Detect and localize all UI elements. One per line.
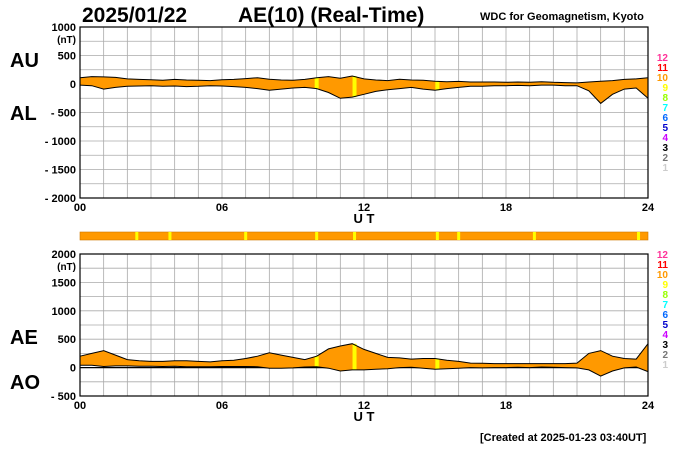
- top-y-unit: (nT): [57, 35, 76, 46]
- top-station-legend-item: 4: [662, 133, 668, 144]
- station-status-mark: [435, 232, 439, 240]
- top-station-legend-item: 9: [662, 83, 668, 94]
- bottom-xtick-label: 06: [216, 400, 228, 412]
- top-series-au-line: [79, 75, 649, 84]
- bottom-station-legend-item: 12: [657, 250, 669, 261]
- bottom-plot-frame: [79, 253, 649, 397]
- top-station-legend-item: 2: [662, 153, 668, 164]
- station-status-mark: [353, 232, 357, 240]
- bottom-band-highlight: [314, 356, 319, 367]
- top-station-legend-item: 5: [662, 123, 668, 134]
- bottom-series-ao-line: [80, 364, 649, 377]
- top-xtick-label: 06: [216, 202, 228, 214]
- bottom-station-legend-item: 6: [662, 310, 668, 321]
- panel-label-au: AU: [10, 50, 39, 72]
- bottom-station-legend-item: 3: [662, 340, 668, 351]
- chart-date: 2025/01/22: [82, 4, 188, 27]
- bottom-xtick-label: 00: [74, 400, 86, 412]
- top-band-highlight: [314, 77, 319, 89]
- top-band-fill: [80, 76, 648, 104]
- top-ytick-label: - 1000: [45, 136, 76, 148]
- chart-title: AE(10) (Real-Time): [238, 4, 425, 27]
- bottom-xtick-label: 24: [642, 400, 655, 412]
- top-xtick-label: 24: [642, 202, 655, 214]
- bottom-station-legend-item: 11: [657, 260, 668, 271]
- bottom-ytick-label: 1000: [52, 306, 76, 318]
- top-station-legend-item: 7: [662, 103, 668, 114]
- top-station-legend-item: 1: [662, 163, 668, 174]
- bottom-ytick-label: - 500: [51, 391, 76, 403]
- top-xtick-label: 00: [74, 202, 86, 214]
- top-band-highlight: [435, 81, 440, 91]
- top-station-legend-item: 12: [657, 53, 669, 64]
- bottom-station-legend-item: 1: [662, 360, 668, 371]
- top-xtick-label: 18: [500, 202, 512, 214]
- top-station-legend-item: 6: [662, 113, 668, 124]
- bottom-station-legend-item: 4: [662, 330, 668, 341]
- bottom-series-ae-line: [79, 343, 649, 365]
- station-status-mark: [315, 232, 319, 240]
- bottom-band-highlight: [435, 358, 440, 370]
- bottom-ytick-label: 0: [70, 363, 76, 375]
- bottom-station-legend-item: 7: [662, 300, 668, 311]
- station-status-mark: [532, 232, 536, 240]
- bottom-band-highlight: [352, 343, 357, 370]
- top-station-legend-item: 11: [657, 63, 668, 74]
- top-ytick-label: 500: [58, 51, 76, 63]
- panel-label-ae: AE: [10, 327, 38, 349]
- bottom-station-legend-item: 10: [657, 270, 669, 281]
- station-status-mark: [168, 232, 172, 240]
- station-status-mark: [244, 232, 248, 240]
- bottom-station-legend-item: 8: [662, 290, 668, 301]
- panel-label-ao: AO: [10, 372, 40, 394]
- bottom-station-legend-item: 9: [662, 280, 668, 291]
- top-ytick-label: 1000: [52, 22, 76, 34]
- bottom-xtick-label: 18: [500, 400, 512, 412]
- bottom-y-unit: (nT): [57, 262, 76, 273]
- bottom-station-legend-item: 2: [662, 350, 668, 361]
- top-plot-frame: [79, 26, 649, 199]
- station-status-bar: [79, 231, 649, 241]
- top-station-legend-item: 8: [662, 93, 668, 104]
- top-ytick-label: - 500: [51, 108, 76, 120]
- bottom-ytick-label: 1500: [52, 277, 76, 289]
- bottom-band-fill: [80, 343, 648, 377]
- top-series-al-line: [79, 84, 649, 105]
- station-status-mark: [637, 232, 641, 240]
- bottom-station-legend-item: 5: [662, 320, 668, 331]
- bottom-x-axis-label: U T: [354, 409, 375, 424]
- top-ytick-label: 0: [70, 79, 76, 91]
- data-source: WDC for Geomagnetism, Kyoto: [480, 11, 644, 23]
- top-station-legend-item: 3: [662, 143, 668, 154]
- bottom-ytick-label: 2000: [52, 249, 76, 261]
- bottom-xtick-label: 12: [358, 400, 370, 412]
- station-status-mark: [457, 232, 461, 240]
- top-ytick-label: - 2000: [45, 193, 76, 205]
- created-timestamp: [Created at 2025-01-23 03:40UT]: [480, 432, 647, 444]
- top-station-legend-item: 10: [657, 73, 669, 84]
- bottom-ytick-label: 500: [58, 334, 76, 346]
- panel-label-al: AL: [10, 103, 37, 125]
- top-x-axis-label: U T: [354, 211, 375, 226]
- top-ytick-label: - 1500: [45, 165, 76, 177]
- station-status-mark: [135, 232, 139, 240]
- top-band-highlight: [352, 76, 357, 98]
- top-xtick-label: 12: [358, 202, 370, 214]
